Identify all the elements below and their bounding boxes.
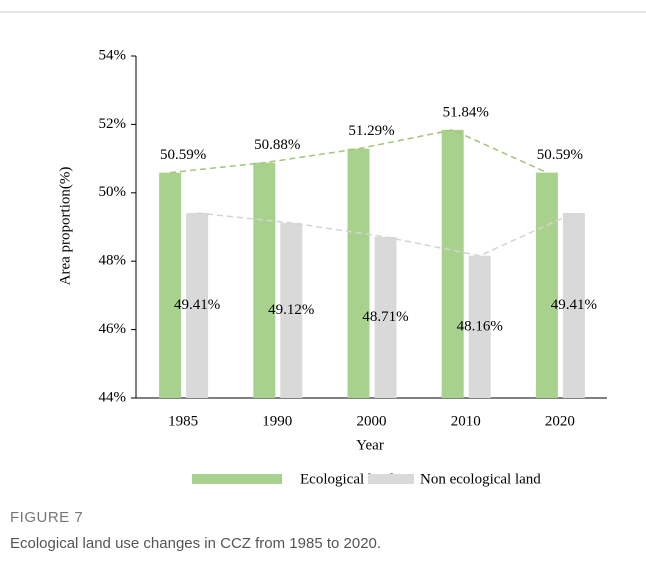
bar (280, 222, 303, 398)
bar (441, 129, 464, 398)
bar (374, 236, 397, 398)
data-label: 49.41% (174, 297, 220, 313)
legend-swatch (368, 474, 414, 484)
bar (186, 212, 209, 398)
y-tick-label: 44% (99, 389, 127, 405)
bar (159, 172, 182, 398)
legend-swatch (192, 474, 282, 484)
figure-caption: Ecological land use changes in CCZ from … (10, 535, 381, 552)
trend-line (197, 212, 575, 257)
bar (347, 148, 370, 398)
bar (535, 172, 558, 398)
bar (562, 212, 585, 398)
y-axis-title: Area proportion(%) (57, 167, 73, 286)
data-label: 49.12% (268, 302, 314, 318)
x-tick-label: 2020 (545, 413, 575, 429)
y-tick-label: 48% (99, 253, 127, 269)
x-tick-label: 2000 (357, 413, 387, 429)
data-label: 51.29% (348, 123, 394, 139)
x-tick-label: 1990 (262, 413, 292, 429)
x-tick-label: 1985 (168, 413, 198, 429)
x-axis-title: Year (356, 437, 384, 453)
data-label: 50.59% (537, 147, 583, 163)
data-label: 48.16% (457, 318, 503, 334)
data-label: 51.84% (443, 104, 489, 120)
bar (253, 162, 276, 398)
y-tick-label: 50% (99, 184, 127, 200)
data-label: 49.41% (551, 297, 597, 313)
x-tick-label: 2010 (451, 413, 481, 429)
y-tick-label: 54% (99, 47, 127, 63)
data-label: 50.59% (160, 147, 206, 163)
data-label: 50.88% (254, 137, 300, 153)
data-label: 48.71% (362, 309, 408, 325)
y-tick-label: 46% (99, 321, 127, 337)
figure-label: FIGURE 7 (10, 509, 83, 526)
y-tick-label: 52% (99, 116, 127, 132)
bar (468, 255, 491, 398)
legend-label: Non ecological land (420, 471, 541, 487)
trend-line (170, 129, 548, 174)
